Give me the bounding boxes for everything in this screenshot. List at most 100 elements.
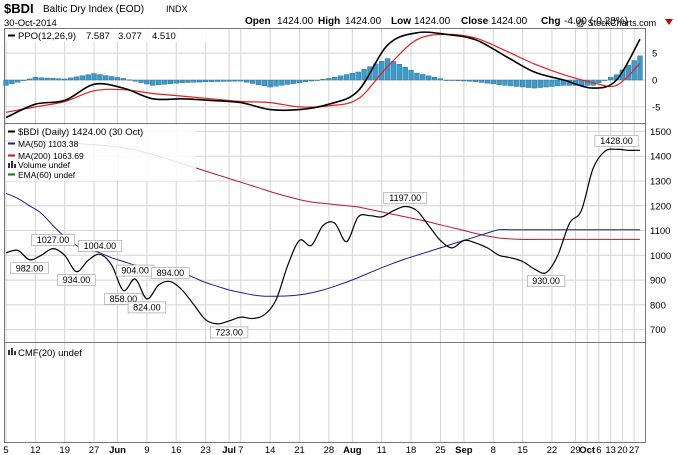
ppo-histogram-bar: [208, 79, 215, 82]
ppo-histogram-bar: [461, 79, 467, 82]
price-line: [5, 148, 641, 325]
symbol[interactable]: $BDI: [4, 1, 34, 16]
x-tick-label: 23: [200, 445, 211, 455]
x-tick-label: Sep: [455, 445, 473, 455]
price-annotation-box: [57, 274, 96, 286]
cmf-legend-bar-icon: [14, 351, 16, 355]
volume-legend-bar-icon: [8, 163, 10, 168]
ppo-legend-hist-value: 4.510: [152, 31, 176, 42]
ppo-legend-bg: [6, 29, 214, 42]
ppo-histogram-bar: [302, 79, 309, 83]
ppo-histogram-bar: [20, 79, 27, 81]
ppo-histogram-bar: [97, 74, 103, 81]
x-tick-label: 14: [265, 445, 276, 455]
ppo-histogram-bar: [56, 78, 62, 81]
ppo-histogram-bar: [109, 76, 115, 81]
ppo-y-tick-label: 5: [652, 49, 657, 60]
price-annotation-label: 934.00: [63, 275, 91, 285]
price-annotation-label: 824.00: [133, 302, 161, 312]
ppo-histogram-bar: [437, 78, 444, 81]
ppo-histogram-bar: [285, 79, 291, 85]
ppo-histogram-bar: [144, 79, 150, 85]
close-value: 1424.00: [491, 16, 528, 27]
ppo-histogram-bar: [314, 79, 320, 81]
ppo-histogram-bar: [426, 75, 432, 81]
ppo-histogram-bar: [267, 79, 273, 88]
ppo-histogram-bar: [138, 79, 144, 83]
ppo-histogram-bar: [414, 72, 420, 81]
exchange: INDX: [166, 4, 188, 14]
ppo-histogram-bar: [26, 78, 33, 81]
ppo-histogram-bar: [279, 79, 285, 86]
ppo-histogram-bar: [244, 79, 250, 83]
price-y-tick-label: 1500: [650, 127, 671, 138]
ppo-histogram-bar: [249, 79, 256, 84]
ppo-histogram-bar: [185, 79, 191, 83]
ppo-histogram-bar: [62, 78, 68, 81]
x-tick-label: 9: [144, 445, 149, 455]
ppo-histogram-bar: [555, 79, 561, 87]
cmf-panel-frame: [4, 342, 646, 443]
ppo-y-tick-label: 0: [652, 76, 657, 87]
price-legend-label: $BDI (Daily) 1424.00 (30 Oct): [18, 127, 143, 138]
open-label: Open: [245, 16, 271, 27]
high-label: High: [318, 16, 340, 27]
price-annotation-box: [383, 192, 428, 204]
ppo-line: [5, 31, 641, 119]
ppo-histogram-bar: [161, 79, 168, 85]
ppo-histogram-bar: [126, 79, 132, 81]
price-annotation-box: [209, 326, 249, 339]
cmf-legend-label: CMF(20) undef: [18, 348, 82, 359]
ppo-histogram-bar: [543, 79, 549, 88]
ppo-histogram-bar: [38, 77, 44, 81]
ppo-histogram-bar: [3, 79, 9, 86]
ppo-histogram-bar: [85, 74, 91, 81]
price-annotation-label: 1004.00: [84, 241, 117, 251]
price-legend-bg: [6, 125, 196, 181]
ppo-histogram-bar: [326, 78, 332, 81]
x-tick-label: 19: [59, 445, 70, 455]
ppo-histogram-bar: [402, 67, 408, 81]
ppo-histogram-bar: [408, 69, 414, 81]
ppo-histogram-bar: [502, 79, 508, 86]
low-value: 1424.00: [414, 16, 451, 27]
x-tick-label: 11: [377, 445, 387, 455]
ppo-histogram-bar: [103, 75, 109, 81]
price-annotation-box: [78, 240, 122, 252]
price-y-tick-label: 800: [650, 300, 666, 311]
ppo-histogram-bar: [549, 79, 555, 87]
x-tick-label: Jul: [222, 445, 236, 455]
ppo-histogram-bar: [202, 79, 209, 83]
x-tick-label: 27: [629, 445, 640, 455]
ppo-histogram-bar: [431, 77, 438, 81]
ppo-histogram-bar: [596, 79, 602, 83]
x-tick-label: 25: [435, 445, 446, 455]
change-label: Chg: [541, 16, 560, 27]
price-annotation-box: [31, 234, 75, 246]
price-annotation-box: [10, 262, 49, 275]
ppo-histogram-bar: [73, 76, 80, 81]
close-label: Close: [461, 16, 489, 27]
price-y-tick-label: 1000: [650, 251, 671, 262]
ppo-histogram-bar: [637, 55, 643, 81]
grid-lines: [5, 29, 645, 442]
ppo-histogram-bar: [337, 75, 344, 81]
volume-legend-bar-icon: [11, 161, 13, 168]
ppo-histogram-bar: [226, 79, 232, 82]
x-tick-label: 21: [294, 445, 305, 455]
cmf-legend: CMF(20) undef: [8, 348, 82, 359]
ppo-histogram-bar: [273, 79, 279, 87]
ma50-legend-label: MA(50) 1103.38: [18, 139, 79, 149]
ppo-legend-signal-value: 3.077: [118, 31, 142, 42]
x-tick-label: 12: [30, 445, 41, 455]
ppo-histogram-bar: [361, 69, 367, 81]
price-annotation-label: 1197.00: [389, 193, 421, 203]
ppo-legend-label: PPO(12,26,9): [18, 31, 76, 42]
ppo-histogram-bar: [420, 74, 426, 81]
ppo-histogram-bar: [191, 79, 197, 83]
price-annotation-box: [151, 267, 190, 279]
ma200-legend-label: MA(200) 1063.69: [18, 151, 84, 161]
ppo-histogram-bar: [584, 79, 590, 86]
chart-date: 30-Oct-2014: [4, 18, 57, 29]
ma50-line: [5, 192, 640, 297]
